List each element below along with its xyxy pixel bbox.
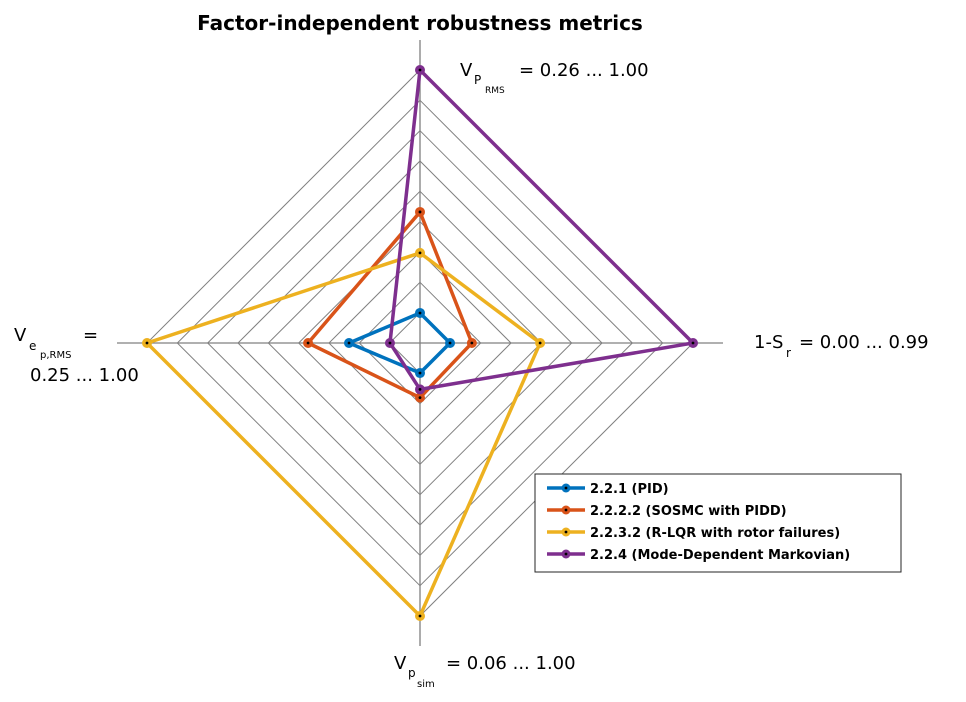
data-point-center (418, 614, 422, 618)
data-point-center (418, 388, 422, 391)
data-point-center (418, 251, 422, 255)
axis-label-left: V e p,RMS = 0.25 ... 1.00 (14, 325, 139, 386)
axis-top-sub: P (474, 73, 481, 87)
data-point-center (538, 341, 542, 345)
legend-swatch-center (564, 486, 568, 490)
axis-label-top: V P RMS = 0.26 ... 1.00 (460, 60, 649, 96)
series-1 (344, 307, 456, 379)
data-point-center (347, 341, 351, 345)
series-3 (142, 247, 546, 621)
legend-label: 2.2.4 (Mode-Dependent Markovian) (590, 548, 850, 563)
legend-item: 2.2.3.2 (R-LQR with rotor failures) (547, 526, 840, 541)
axis-top-main: V (460, 60, 473, 81)
axis-label-bottom: V p sim = 0.06 ... 1.00 (394, 653, 576, 690)
legend-box (534, 473, 902, 573)
axis-label-right: 1-S r = 0.00 ... 0.99 (754, 332, 929, 360)
legend: 2.2.1 (PID) 2.2.2.2 (SOSMC with PIDD) 2.2.… (534, 473, 902, 573)
legend-label: 2.2.2.2 (SOSMC with PIDD) (590, 504, 787, 519)
axis-left-main: V (14, 325, 27, 346)
series-2 (303, 206, 477, 403)
legend-swatch-center (564, 530, 568, 534)
axis-right-sub: r (786, 346, 791, 360)
legend-item: 2.2.2.2 (SOSMC with PIDD) (547, 504, 787, 519)
data-point-center (418, 68, 422, 72)
legend-label: 2.2.1 (PID) (590, 482, 669, 497)
legend-label: 2.2.3.2 (R-LQR with rotor failures) (590, 526, 840, 541)
axis-right-eq: = 0.00 ... 0.99 (799, 332, 929, 353)
axis-left-sub: e (29, 339, 36, 353)
axis-bottom-main: V (394, 653, 407, 674)
data-point-center (306, 341, 310, 345)
series-line (143, 250, 543, 620)
series-4 (384, 65, 698, 395)
data-point-center (388, 341, 392, 345)
axis-bottom-sub: p (408, 666, 416, 680)
data-point-center (691, 341, 695, 345)
data-point-center (470, 341, 474, 345)
legend-swatch-center (564, 552, 568, 556)
data-point-center (418, 210, 422, 214)
axis-left-eq: = (83, 325, 98, 346)
axis-right-main: 1-S (754, 332, 783, 353)
legend-item: 2.2.4 (Mode-Dependent Markovian) (547, 548, 850, 563)
axis-left-subsub: p,RMS (40, 350, 71, 361)
axis-top-subsub: RMS (485, 86, 505, 96)
data-point-center (418, 396, 422, 399)
data-point-center (448, 341, 452, 345)
chart-title: Factor-independent robustness metrics (197, 11, 643, 35)
data-point-center (418, 311, 422, 315)
data-point-center (145, 341, 149, 345)
legend-swatch-center (564, 508, 568, 512)
data-point-center (418, 371, 422, 375)
series-layer (142, 65, 698, 621)
axis-bottom-eq: = 0.06 ... 1.00 (446, 653, 576, 674)
series-line (305, 208, 474, 400)
axis-bottom-subsub: sim (417, 679, 435, 690)
axis-top-eq: = 0.26 ... 1.00 (519, 60, 649, 81)
axis-left-range: 0.25 ... 1.00 (30, 365, 139, 386)
legend-item: 2.2.1 (PID) (547, 482, 669, 497)
